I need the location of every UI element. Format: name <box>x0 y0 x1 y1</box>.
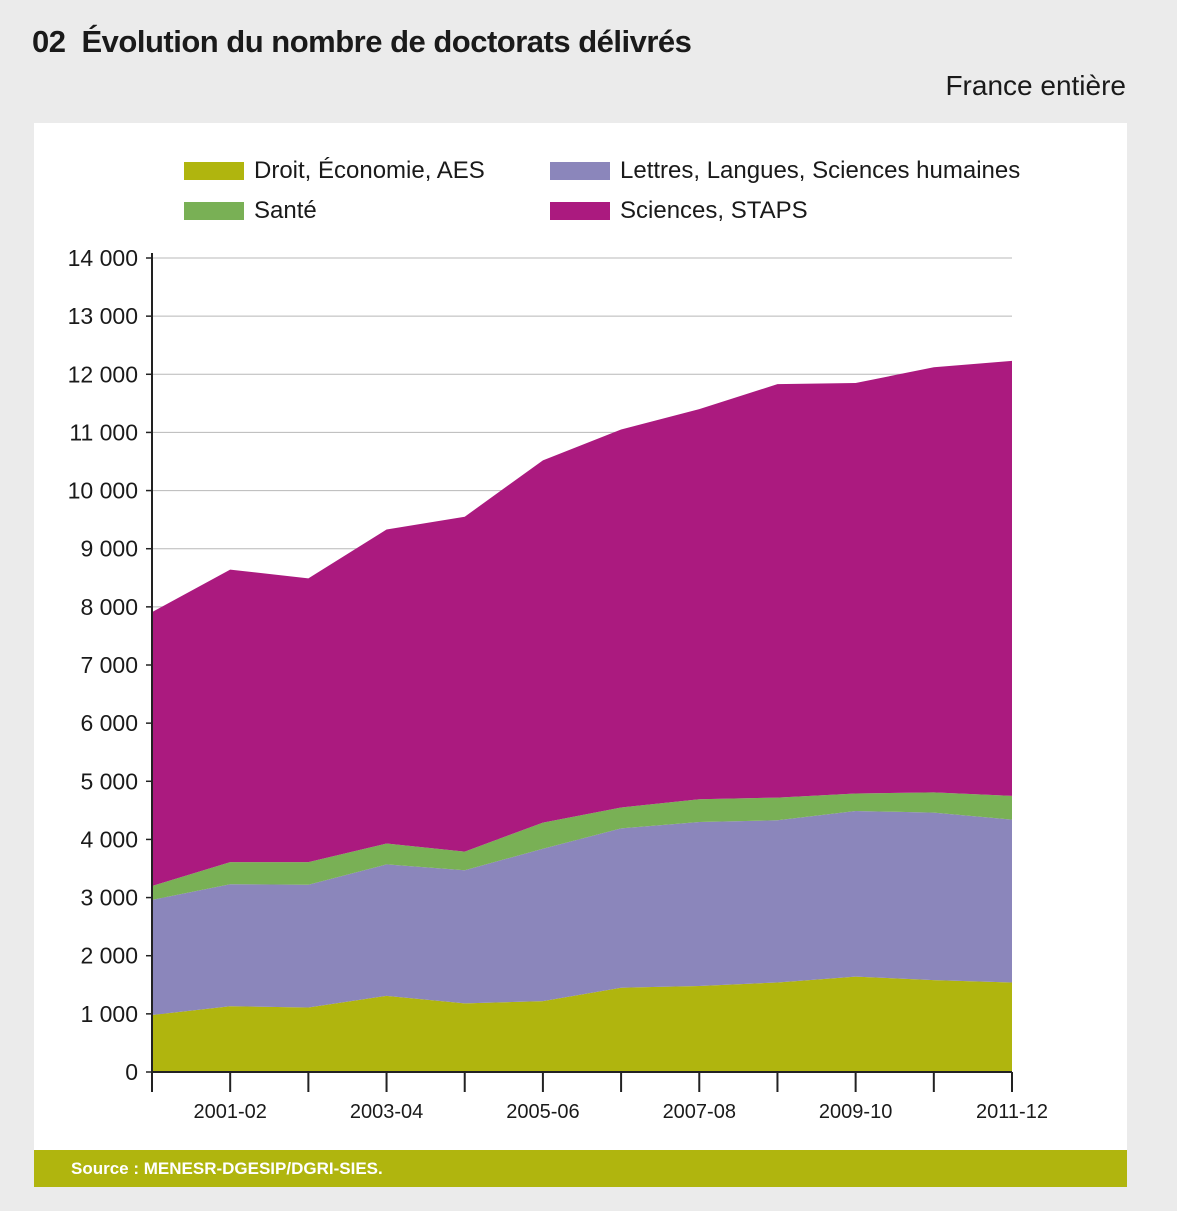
y-tick-label-1000: 1 000 <box>80 1001 138 1027</box>
y-tick-label-2000: 2 000 <box>80 943 138 969</box>
legend-swatch-sante <box>184 202 244 220</box>
x-tick-label-11: 2011-12 <box>976 1101 1048 1123</box>
x-tick-label-5: 2005-06 <box>506 1101 579 1123</box>
y-tick-label-4000: 4 000 <box>80 826 138 852</box>
source-note: Source : MENESR-DGESIP/DGRI-SIES. <box>34 1150 1127 1187</box>
legend-swatch-sciences <box>550 202 610 220</box>
legend-item-sante: Santé <box>184 197 317 225</box>
x-tick-label-3: 2003-04 <box>350 1101 423 1123</box>
y-tick-label-3000: 3 000 <box>80 885 138 911</box>
legend-item-droit: Droit, Économie, AES <box>184 157 485 185</box>
figure-title-text: Évolution du nombre de doctorats délivré… <box>81 24 692 59</box>
y-tick-label-5000: 5 000 <box>80 768 138 794</box>
area-series-1 <box>152 810 1012 1016</box>
y-tick-label-13000: 13 000 <box>68 303 138 329</box>
y-tick-label-9000: 9 000 <box>80 536 138 562</box>
x-tick-label-1: 2001-02 <box>193 1101 266 1123</box>
area-series-0 <box>152 976 1012 1072</box>
legend-swatch-droit <box>184 162 244 180</box>
legend-label-lettres: Lettres, Langues, Sciences humaines <box>620 157 1021 184</box>
figure-subtitle: France entière <box>945 70 1126 101</box>
figure-title: 02 Évolution du nombre de doctorats déliv… <box>32 24 692 60</box>
stacked-area-chart: 0 1 000 2 000 3 000 4 000 5 000 6 000 7 000 8 00… <box>68 245 1048 1123</box>
y-tick-label-0: 0 <box>125 1059 138 1085</box>
area-series-2 <box>152 792 1012 900</box>
x-tick-label-9: 2009-10 <box>819 1101 892 1123</box>
x-tick-label-7: 2007-08 <box>663 1101 736 1123</box>
y-tick-label-10000: 10 000 <box>68 478 138 504</box>
legend-item-sciences: Sciences, STAPS <box>550 197 808 225</box>
area-series-3 <box>152 360 1012 886</box>
y-tick-label-8000: 8 000 <box>80 594 138 620</box>
legend-label-sciences: Sciences, STAPS <box>620 197 808 224</box>
legend-item-lettres: Lettres, Langues, Sciences humaines <box>550 157 1020 185</box>
legend-swatch-lettres <box>550 162 610 180</box>
figure-number: 02 <box>32 24 66 59</box>
y-tick-label-7000: 7 000 <box>80 652 138 678</box>
chart-panel: Droit, Économie, AES Lettres, Langues, S… <box>34 123 1127 1187</box>
y-tick-label-6000: 6 000 <box>80 710 138 736</box>
legend-label-sante: Santé <box>254 197 317 224</box>
y-tick-label-11000: 11 000 <box>69 419 138 445</box>
chart-legend: Droit, Économie, AES Lettres, Langues, S… <box>184 157 1084 247</box>
legend-label-droit: Droit, Économie, AES <box>254 157 485 184</box>
y-tick-label-14000: 14 000 <box>68 245 138 271</box>
y-tick-label-12000: 12 000 <box>68 361 138 387</box>
